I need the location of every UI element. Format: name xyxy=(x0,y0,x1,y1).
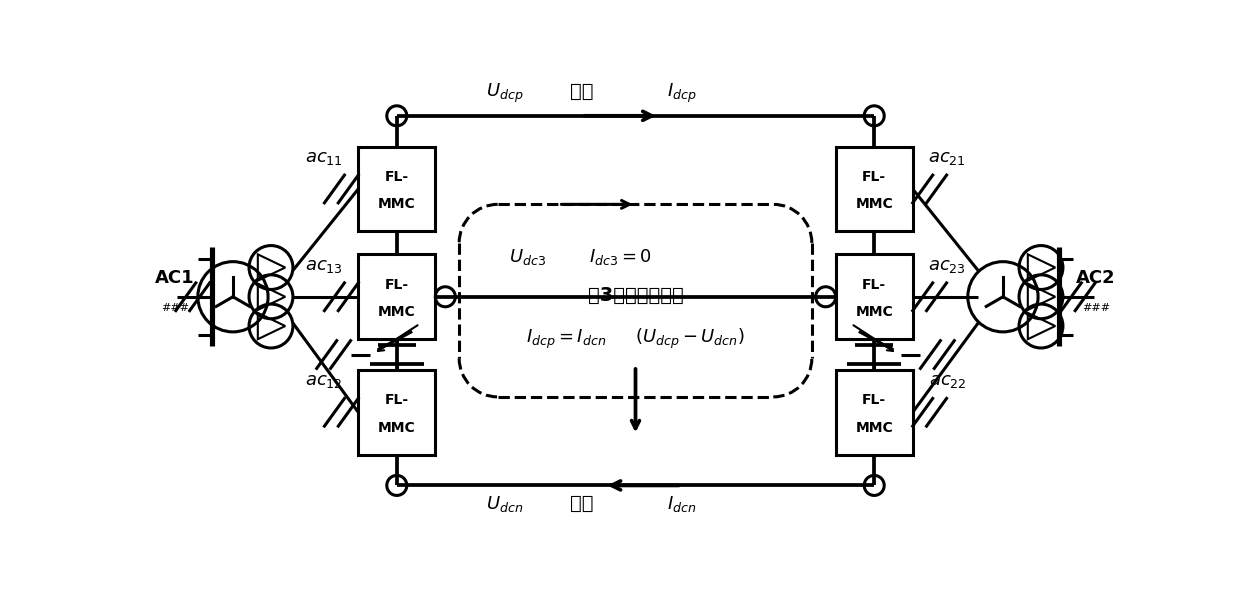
Text: $I_{dc3}=0$: $I_{dc3}=0$ xyxy=(589,247,651,267)
Text: $I_{dcp}=I_{dcn}$: $I_{dcp}=I_{dcn}$ xyxy=(526,328,606,351)
Text: $ac_{13}$: $ac_{13}$ xyxy=(305,257,342,275)
Text: FL-: FL- xyxy=(862,278,887,292)
Text: 第3极（热备用）: 第3极（热备用） xyxy=(588,286,683,305)
Text: $ac_{22}$: $ac_{22}$ xyxy=(929,372,966,390)
Text: AC1: AC1 xyxy=(155,269,195,286)
Bar xyxy=(836,370,913,455)
Text: FL-: FL- xyxy=(384,170,409,184)
Text: MMC: MMC xyxy=(856,197,893,211)
Bar xyxy=(358,254,435,339)
Text: FL-: FL- xyxy=(384,278,409,292)
Text: $ac_{23}$: $ac_{23}$ xyxy=(929,257,966,275)
Text: 负极: 负极 xyxy=(570,493,594,512)
Text: MMC: MMC xyxy=(378,420,415,435)
Text: FL-: FL- xyxy=(862,393,887,407)
Bar xyxy=(836,146,913,231)
Text: $ac_{21}$: $ac_{21}$ xyxy=(929,149,966,167)
Text: ###: ### xyxy=(161,304,190,313)
Text: MMC: MMC xyxy=(378,197,415,211)
Bar xyxy=(358,370,435,455)
Text: FL-: FL- xyxy=(384,393,409,407)
Text: AC2: AC2 xyxy=(1076,269,1116,286)
Text: 正极: 正极 xyxy=(570,82,594,101)
Text: $U_{dcp}$: $U_{dcp}$ xyxy=(486,81,523,104)
Bar xyxy=(358,146,435,231)
Text: $I_{dcp}$: $I_{dcp}$ xyxy=(667,81,697,104)
Text: ###: ### xyxy=(1081,304,1110,313)
Text: $U_{dcn}$: $U_{dcn}$ xyxy=(486,493,523,514)
Text: $ac_{12}$: $ac_{12}$ xyxy=(305,372,342,390)
Text: MMC: MMC xyxy=(856,305,893,319)
Text: MMC: MMC xyxy=(856,420,893,435)
Bar xyxy=(836,254,913,339)
Text: $ac_{11}$: $ac_{11}$ xyxy=(305,149,342,167)
Text: $(U_{dcp}-U_{dcn})$: $(U_{dcp}-U_{dcn})$ xyxy=(635,327,744,351)
Text: $U_{dc3}$: $U_{dc3}$ xyxy=(510,247,547,267)
Text: MMC: MMC xyxy=(378,305,415,319)
Text: FL-: FL- xyxy=(862,170,887,184)
Text: $I_{dcn}$: $I_{dcn}$ xyxy=(667,493,697,514)
